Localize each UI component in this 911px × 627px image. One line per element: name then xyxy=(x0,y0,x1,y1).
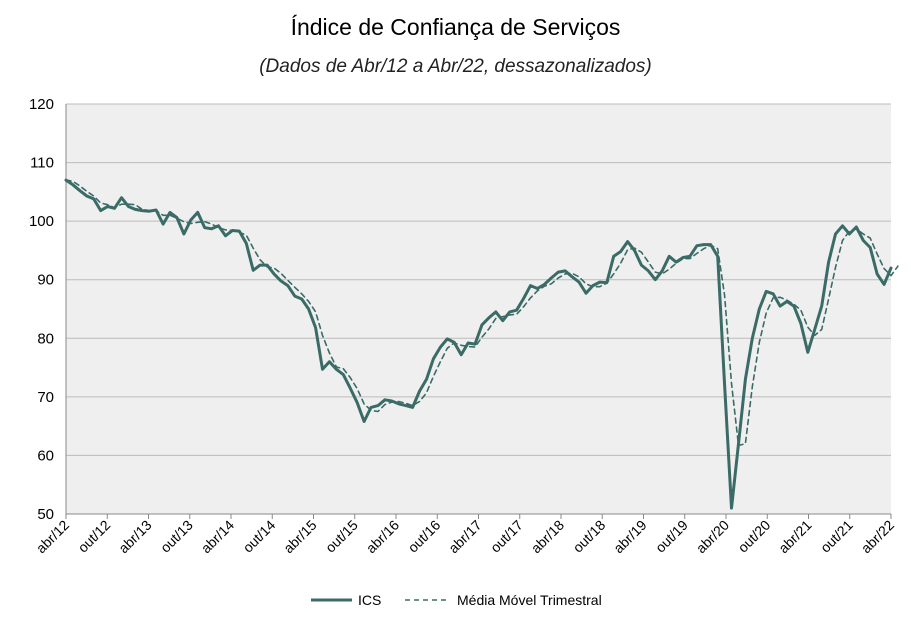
x-tick-label: out/19 xyxy=(652,517,691,556)
x-tick-label: out/14 xyxy=(240,517,279,556)
series-line-media-movel xyxy=(65,179,899,447)
x-tick-label: out/18 xyxy=(570,517,609,556)
series-line-ics xyxy=(64,178,893,510)
y-tick-label: 80 xyxy=(37,330,54,347)
y-tick-label: 70 xyxy=(37,389,54,406)
x-tick-label: abr/13 xyxy=(115,517,155,557)
legend: ICS Média Móvel Trimestral xyxy=(311,592,602,608)
series-layer xyxy=(64,178,899,510)
y-tick-label: 120 xyxy=(29,96,54,113)
x-tick-label: out/16 xyxy=(405,517,444,556)
chart-title: Índice de Confiança de Serviços xyxy=(290,14,621,40)
y-tick-label: 50 xyxy=(37,506,54,523)
legend-label-media-movel: Média Móvel Trimestral xyxy=(457,592,602,608)
x-tick-label: abr/16 xyxy=(363,517,403,557)
y-tick-label: 100 xyxy=(29,213,54,230)
x-tick-label: out/20 xyxy=(735,517,774,556)
x-tick-label: abr/17 xyxy=(445,517,485,557)
x-tick-label: out/12 xyxy=(75,517,114,556)
x-tick-label: out/15 xyxy=(322,517,361,556)
x-tick-label: abr/15 xyxy=(280,517,320,557)
chart-subtitle: (Dados de Abr/12 a Abr/22, dessazonaliza… xyxy=(259,56,652,77)
x-tick-label: out/13 xyxy=(157,517,196,556)
x-tick-label: out/17 xyxy=(487,517,526,556)
x-tick-label: abr/19 xyxy=(610,517,650,557)
x-tick-label: abr/14 xyxy=(198,517,238,557)
y-tick-label: 90 xyxy=(37,272,54,289)
x-tick-label: out/21 xyxy=(817,517,856,556)
y-tick-label: 110 xyxy=(30,155,54,172)
y-axis-ticks: 50 60 70 80 90 100 110 120 xyxy=(29,96,54,523)
y-tick-label: 60 xyxy=(37,447,54,464)
x-tick-label: abr/22 xyxy=(858,517,898,557)
x-tick-label: abr/21 xyxy=(775,517,815,557)
x-axis-ticks: abr/12 out/12 abr/13 out/13 abr/14 out/14 abr/… xyxy=(33,514,898,557)
x-tick-label: abr/18 xyxy=(528,517,568,557)
x-tick-label: abr/20 xyxy=(693,517,733,557)
legend-label-ics: ICS xyxy=(358,592,381,608)
plot-area xyxy=(66,104,891,514)
